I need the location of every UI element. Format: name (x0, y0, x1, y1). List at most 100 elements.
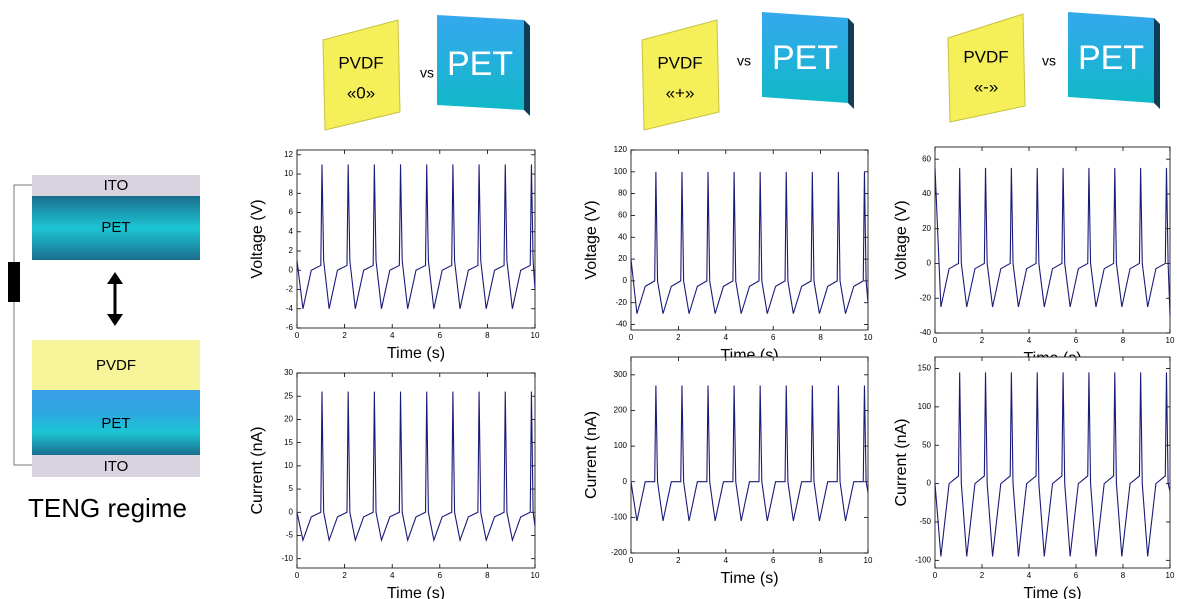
counter-label: PET (772, 39, 838, 77)
plot-frame (934, 356, 1171, 569)
data-line (934, 372, 1171, 557)
y-tick-label: 120 (614, 145, 628, 154)
x-tick-label: 0 (629, 556, 634, 565)
chart: -6 -4 -2 0 2 4 6 8 10 12 0 2 4 6 8 10 Time (s) Voltage (V… (249, 149, 540, 362)
y-tick-label: -200 (611, 548, 628, 557)
y-tick-label: 8 (289, 188, 294, 197)
y-tick-label: 100 (918, 402, 932, 411)
pet-layer (32, 196, 200, 260)
layer-label: ITO (104, 458, 129, 475)
x-tick-label: 10 (531, 571, 540, 580)
y-tick-label: -10 (281, 554, 293, 563)
charge-label: «0» (347, 83, 375, 102)
charge-label: «+» (666, 83, 695, 102)
y-tick-label: 0 (623, 276, 628, 285)
x-axis-label: Time (s) (387, 345, 445, 362)
chart: -200 -100 0 100 200 300 0 2 4 6 8 10 Time (s) Current… (583, 356, 873, 587)
y-tick-label: 40 (618, 232, 627, 241)
vs-label: vs (1042, 53, 1056, 69)
ito-layer (32, 175, 200, 196)
y-axis-label: Voltage (V) (893, 200, 910, 279)
x-tick-label: 10 (1166, 571, 1175, 580)
x-tick-label: 4 (1027, 571, 1032, 580)
pet-film (762, 12, 848, 103)
y-tick-label: 40 (922, 189, 931, 198)
y-tick-label: 5 (289, 484, 294, 493)
x-tick-label: 2 (342, 571, 347, 580)
x-axis-label: Time (s) (720, 570, 778, 587)
y-tick-label: 15 (284, 438, 293, 447)
plot-frame (296, 149, 536, 329)
y-tick-label: -100 (611, 512, 628, 521)
chart: -40-2002040600246810Time (s)Voltage (V) (893, 146, 1175, 367)
y-tick-label: 100 (614, 441, 628, 450)
x-tick-label: 2 (676, 333, 681, 342)
data-line (296, 391, 536, 543)
header: PVDF «-» vs PET (947, 12, 1160, 123)
y-tick-label: 12 (284, 150, 293, 159)
y-tick-label: 20 (618, 254, 627, 263)
pet-edge (848, 18, 854, 109)
layer-label: PET (101, 415, 130, 432)
y-tick-label: 2 (289, 246, 294, 255)
x-tick-label: 8 (485, 331, 490, 340)
y-tick-label: 200 (614, 406, 628, 415)
x-tick-label: 4 (724, 333, 729, 342)
film-label: PVDF (657, 53, 702, 72)
resistor (8, 262, 20, 302)
y-tick-label: 50 (922, 440, 931, 449)
x-tick-label: 4 (390, 331, 395, 340)
data-line (296, 164, 536, 309)
plot-frame (630, 149, 869, 331)
data-line (630, 385, 869, 522)
y-tick-label: 10 (284, 461, 293, 470)
x-tick-label: 8 (1121, 336, 1126, 345)
pvdf-layer (32, 340, 200, 390)
film-label: PVDF (338, 53, 383, 72)
y-tick-label: 300 (614, 370, 628, 379)
pet-film (437, 15, 524, 110)
x-tick-label: 0 (295, 571, 300, 580)
layer-label: PVDF (96, 357, 136, 374)
x-tick-label: 2 (676, 556, 681, 565)
pet-edge (1154, 18, 1160, 109)
device-diagram: ITO PET PVDF PET ITO TENG regime (8, 175, 200, 523)
y-tick-label: 0 (289, 265, 294, 274)
header: PVDF «0» vs PET (322, 15, 530, 131)
y-axis-label: Current (nA) (583, 411, 600, 499)
plot-frame (630, 356, 869, 554)
pvdf-film (322, 19, 401, 131)
y-axis-label: Voltage (V) (249, 199, 266, 278)
y-tick-label: -2 (286, 285, 294, 294)
layer-label: ITO (104, 177, 129, 194)
y-tick-label: 10 (284, 169, 293, 178)
y-tick-label: 60 (922, 154, 931, 163)
layer-label: PET (101, 219, 130, 236)
y-tick-label: -20 (615, 298, 627, 307)
plot-frame (296, 372, 536, 569)
y-tick-label: -20 (919, 293, 931, 302)
y-tick-label: -100 (915, 555, 932, 564)
y-axis-label: Current (nA) (249, 426, 266, 514)
y-tick-label: 0 (623, 477, 628, 486)
x-tick-label: 8 (818, 333, 823, 342)
y-tick-label: 150 (918, 364, 932, 373)
chart: -100 -50 0 50 100 150 0 2 4 6 8 10 Time (s) Current (… (893, 356, 1175, 599)
x-tick-label: 6 (1074, 571, 1079, 580)
x-tick-label: 6 (771, 556, 776, 565)
plot-frame (934, 146, 1171, 334)
x-tick-label: 2 (980, 336, 985, 345)
x-tick-label: 4 (1027, 336, 1032, 345)
x-tick-label: 6 (771, 333, 776, 342)
y-tick-label: -6 (286, 323, 294, 332)
x-tick-label: 6 (438, 571, 443, 580)
x-tick-label: 6 (1074, 336, 1079, 345)
x-axis-label: Time (s) (1023, 585, 1081, 599)
x-tick-label: 10 (531, 331, 540, 340)
y-tick-label: 0 (289, 507, 294, 516)
x-tick-label: 2 (342, 331, 347, 340)
film-label: PVDF (963, 47, 1008, 66)
y-axis-label: Voltage (V) (583, 200, 600, 279)
x-axis-label: Time (s) (387, 585, 445, 599)
